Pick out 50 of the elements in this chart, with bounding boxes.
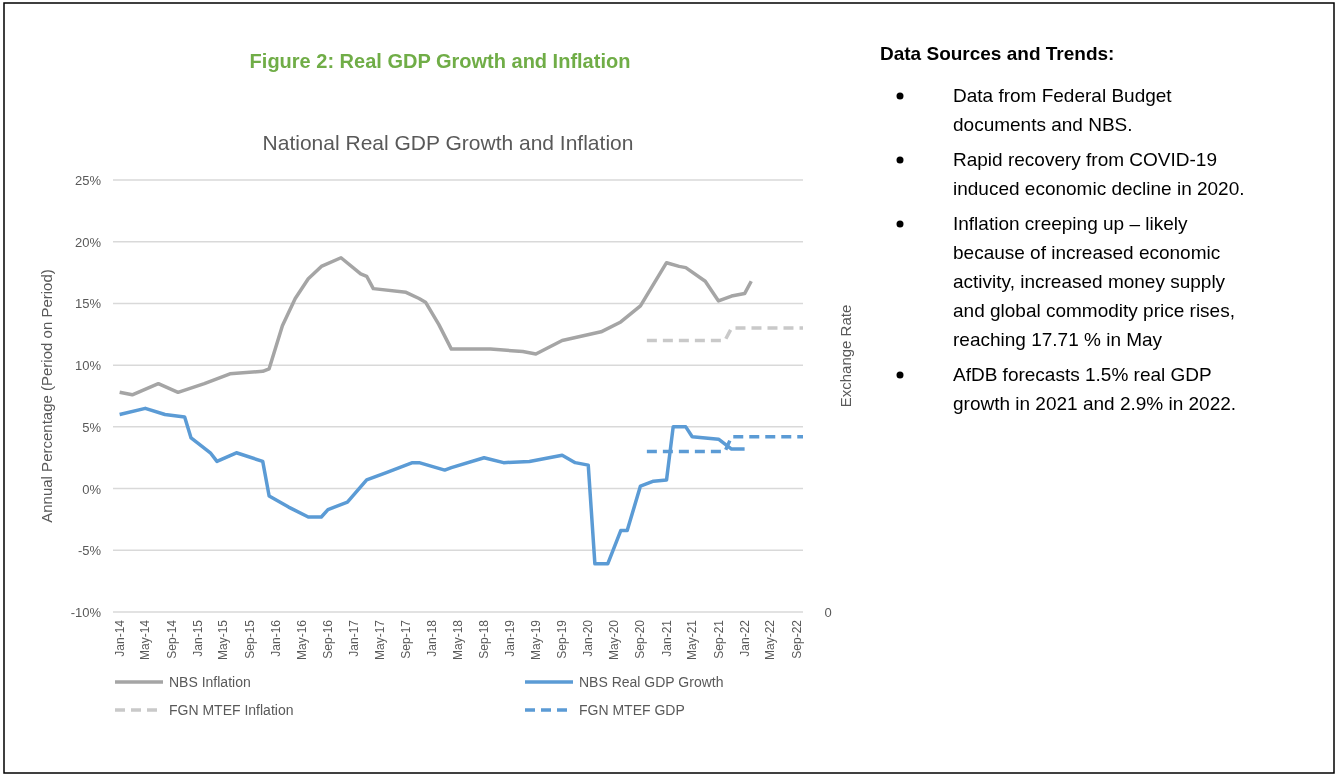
y-tick-label: 25%: [74, 173, 102, 188]
x-tick-label: May-20: [607, 619, 622, 661]
chart-title: National Real GDP Growth and Inflation: [262, 131, 634, 154]
y-tick-label: 0%: [82, 481, 102, 497]
y-tick-label: 15%: [74, 296, 102, 312]
x-tick-label: Jan-21: [659, 619, 674, 657]
x-tick-label: May-21: [685, 619, 700, 661]
caption: Figure 2: Real GDP Growth and Inflation: [249, 50, 631, 72]
x-tick-label: Jan-19: [503, 619, 518, 657]
x-tick-label: Sep-21: [711, 619, 726, 659]
x-tick-label: May-17: [372, 619, 387, 661]
x-tick-label: Sep-16: [320, 619, 335, 659]
legend-label: NBS Real GDP Growth: [579, 674, 724, 690]
x-tick-label: Jan-22: [737, 619, 752, 657]
x-tick-label: Jan-18: [425, 619, 440, 657]
x-tick-label: Sep-15: [242, 619, 257, 659]
text: Data from Federal Budget documents and NBS.: [953, 85, 1173, 135]
x-tick-label: May-16: [294, 619, 309, 661]
x-tick-label: Sep-20: [633, 619, 648, 659]
y-tick-label: -10%: [70, 605, 102, 620]
x-tick-label: Sep-19: [555, 619, 570, 659]
x-tick-label: May-19: [528, 619, 543, 661]
x-tick-label: Jan-17: [347, 619, 362, 657]
x-tick-label: Sep-18: [477, 619, 492, 659]
x-tick-label: May-14: [138, 619, 153, 661]
x-tick-label: May-15: [216, 619, 231, 661]
text: Inflation creeping up – likely because of increased economic activity, increased money supply and global commodity price rises, reaching 17.71 % in May: [953, 213, 1235, 350]
x-tick-label: Jan-14: [112, 619, 127, 657]
y-tick-label: 10%: [74, 358, 102, 374]
line-series: [117, 256, 753, 397]
x-tick-label: May-22: [763, 619, 778, 661]
x-tick-label: Jan-15: [190, 619, 205, 657]
x-tick-label: Jan-16: [268, 619, 283, 657]
y-tick-label: 20%: [74, 234, 102, 250]
y2-axis-title: Exchange Rate: [837, 304, 854, 408]
x-tick-label: Sep-17: [399, 619, 414, 659]
x-tick-label: Sep-22: [789, 619, 804, 659]
text: Data Sources and Trends:: [880, 43, 1115, 64]
x-tick-label: May-18: [450, 619, 465, 661]
text: 0: [824, 605, 832, 620]
x-tick-label: Sep-14: [164, 619, 179, 659]
text: AfDB forecasts 1.5% real GDP growth in 2021 and 2.9% in 2022.: [953, 364, 1237, 414]
legend-label: FGN MTEF Inflation: [169, 702, 294, 718]
y-tick-label: 5%: [82, 419, 102, 435]
legend-label: FGN MTEF GDP: [579, 702, 685, 718]
y-tick-label: -5%: [77, 543, 102, 559]
y-axis-title: Annual Percentage (Period on Period): [38, 269, 55, 523]
legend-label: NBS Inflation: [169, 674, 251, 690]
text: Rapid recovery from COVID-19 induced economic decline in 2020.: [953, 149, 1245, 199]
x-tick-label: Jan-20: [581, 619, 596, 657]
